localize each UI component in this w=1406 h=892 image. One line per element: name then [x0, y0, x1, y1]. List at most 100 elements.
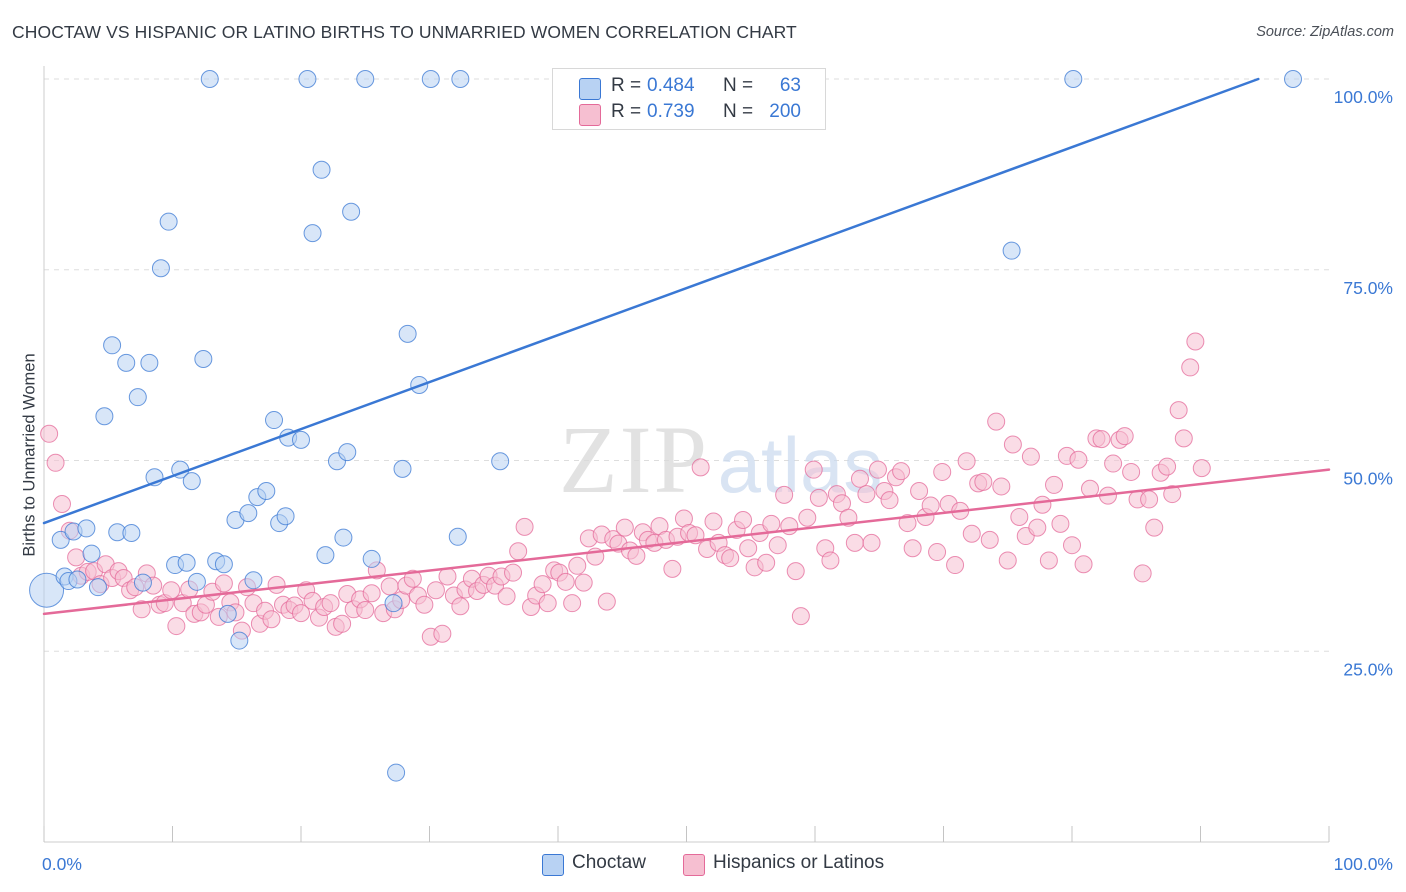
- hispanic-point: [426, 581, 445, 600]
- hispanic-point: [1069, 450, 1088, 469]
- hispanic-point: [721, 549, 740, 568]
- stats-legend: R = 0.484 N = 63 R = 0.739 N = 200: [552, 68, 826, 130]
- hispanic-point: [1133, 564, 1152, 583]
- hispanic-point: [862, 533, 881, 552]
- hispanic-point: [1104, 454, 1123, 473]
- hispanic-point: [857, 485, 876, 504]
- hispanic-point: [433, 624, 452, 643]
- hispanic-point: [768, 536, 787, 555]
- choctaw-point: [244, 571, 263, 590]
- gridlines: [44, 78, 1329, 652]
- choctaw-point: [491, 452, 510, 471]
- hispanic-point: [1028, 518, 1047, 537]
- source-credit: Source: ZipAtlas.com: [1256, 24, 1394, 40]
- choctaw-point: [95, 407, 114, 426]
- choctaw-point: [338, 443, 357, 462]
- n-label: N =: [723, 75, 754, 96]
- hispanic-point: [615, 518, 634, 537]
- choctaw-point: [218, 604, 237, 623]
- hispanic-point: [663, 559, 682, 578]
- choctaw-point: [29, 572, 65, 608]
- choctaw-point: [276, 507, 295, 526]
- r-label: R =: [611, 101, 642, 122]
- hispanic-point: [762, 514, 781, 533]
- hispanic-point: [757, 553, 776, 572]
- hispanic-point: [415, 595, 434, 614]
- choctaw-point: [68, 570, 87, 589]
- hispanic-point: [892, 462, 911, 481]
- hispanic-points: [40, 332, 1211, 646]
- choctaw-point: [384, 594, 403, 613]
- y-tick-label: 100.0%: [1334, 87, 1393, 107]
- hispanic-point: [980, 530, 999, 549]
- hispanic-point: [438, 567, 457, 586]
- hispanic-point: [1186, 332, 1205, 351]
- hispanic-point: [845, 533, 864, 552]
- hispanic-point: [132, 600, 151, 619]
- choctaw-point: [151, 259, 170, 278]
- hispanic-point: [933, 462, 952, 481]
- hispanic-point: [1063, 536, 1081, 555]
- hispanic-point: [962, 524, 981, 543]
- choctaw-point: [393, 459, 412, 478]
- n-value: 200: [769, 101, 801, 122]
- choctaw-point: [303, 224, 322, 243]
- choctaw-point: [387, 763, 406, 782]
- hispanic-point: [1174, 429, 1193, 448]
- chart-title: CHOCTAW VS HISPANIC OR LATINO BIRTHS TO …: [12, 22, 797, 42]
- choctaw-point: [1284, 70, 1303, 88]
- choctaw-point: [51, 530, 70, 549]
- y-tick-label: 25.0%: [1343, 659, 1393, 679]
- hispanic-point: [1045, 475, 1064, 494]
- y-tick-label: 50.0%: [1343, 469, 1393, 489]
- choctaw-point: [194, 350, 213, 369]
- hispanic-point: [804, 460, 823, 479]
- hispanic-point: [167, 617, 186, 636]
- hispanic-point: [921, 496, 940, 515]
- hispanic-point: [1051, 514, 1070, 533]
- hispanic-point: [1115, 427, 1134, 446]
- choctaw-point: [342, 202, 361, 221]
- hispanic-point: [809, 488, 828, 507]
- hispanic-swatch: [579, 104, 601, 126]
- n-label: N =: [723, 101, 754, 122]
- hispanic-point: [880, 491, 899, 510]
- choctaw-point: [334, 528, 353, 547]
- hispanic-point: [292, 604, 310, 623]
- y-tick-label: 75.0%: [1343, 278, 1393, 298]
- hispanic-point: [597, 592, 616, 611]
- hispanic-point: [946, 556, 965, 575]
- hispanic-point: [574, 573, 593, 592]
- hispanic-point: [556, 572, 575, 591]
- choctaw-point: [140, 353, 159, 372]
- watermark-zip: ZIP: [559, 406, 709, 513]
- hispanic-point: [497, 587, 516, 606]
- choctaw-point: [421, 70, 440, 88]
- hispanic-point: [67, 548, 86, 567]
- hispanic-point: [775, 485, 794, 504]
- x-tick-label: 0.0%: [42, 854, 82, 874]
- hispanic-trend-line: [42, 468, 1331, 616]
- choctaw-point: [1002, 241, 1021, 260]
- choctaw-point: [117, 353, 136, 372]
- choctaw-point: [214, 555, 233, 574]
- n-value: 63: [779, 75, 801, 96]
- hispanic-legend-swatch: [683, 854, 705, 876]
- hispanic-point: [928, 543, 947, 562]
- choctaw-point: [312, 160, 331, 179]
- choctaw-point: [77, 519, 96, 538]
- hispanic-point: [998, 551, 1017, 570]
- hispanic-point: [974, 472, 993, 491]
- choctaw-legend-label: Choctaw: [572, 852, 646, 873]
- choctaw-point: [159, 212, 178, 231]
- choctaw-point: [128, 388, 147, 407]
- hispanic-point: [734, 511, 753, 530]
- hispanic-point: [1145, 518, 1164, 537]
- axes: [43, 66, 1330, 843]
- hispanic-point: [52, 494, 71, 513]
- hispanic-point: [1192, 459, 1211, 478]
- hispanic-point: [515, 517, 534, 536]
- choctaw-point: [122, 523, 141, 542]
- hispanic-point: [627, 546, 646, 565]
- choctaw-point: [298, 70, 317, 88]
